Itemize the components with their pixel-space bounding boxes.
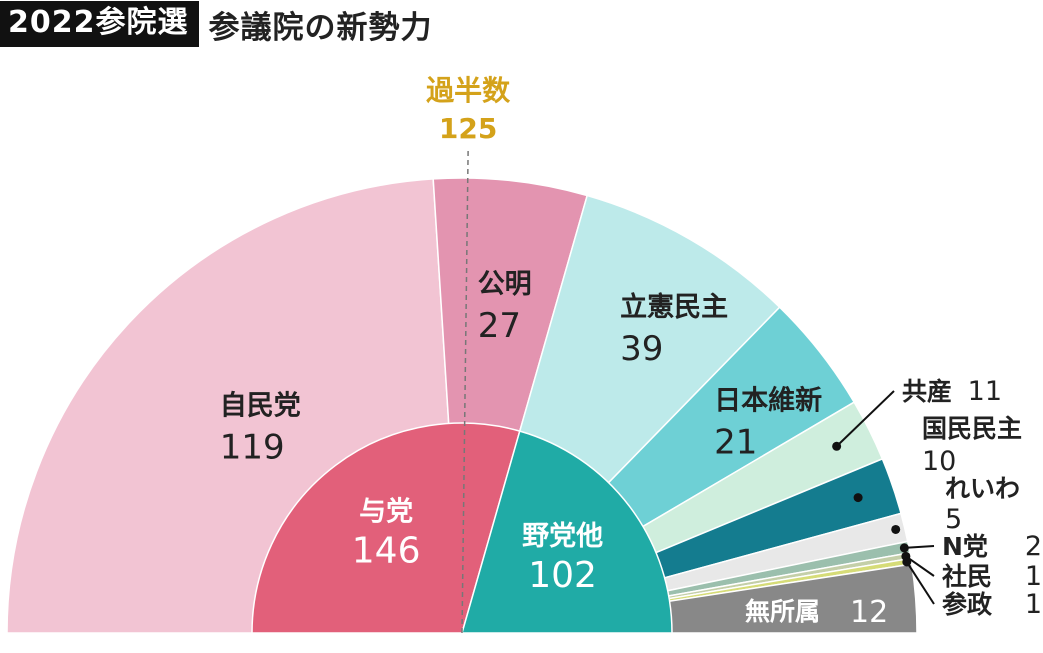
inner-value-1: 102 xyxy=(528,555,597,596)
inner-name-1: 野党他 xyxy=(522,521,603,552)
slice-value-7: 2 xyxy=(1025,531,1042,562)
slice-name-10: 無所属 xyxy=(745,597,820,626)
inner-slice-0 xyxy=(251,422,521,634)
slice-value-9: 1 xyxy=(1025,589,1042,620)
inner-value-0: 146 xyxy=(352,530,421,571)
slice-value-10: 12 xyxy=(850,595,888,630)
title-bar: 2022参院選 参議院の新勢力 xyxy=(0,0,433,48)
slice-name-1: 公明 xyxy=(478,269,532,300)
slice-dot-6 xyxy=(891,524,901,534)
majority-label: 過半数 xyxy=(426,74,511,107)
slice-name-8: 社民 xyxy=(942,562,992,591)
majority-value: 125 xyxy=(439,112,497,145)
slice-name-0: 自民党 xyxy=(220,389,301,421)
slice-name-3: 日本維新 xyxy=(714,385,822,417)
slice-name-6: れいわ xyxy=(945,474,1020,503)
slice-dot-5 xyxy=(853,493,863,503)
slice-value-2: 39 xyxy=(620,329,663,369)
slice-name-7: N党 xyxy=(942,532,988,561)
slice-value-0: 119 xyxy=(220,427,285,467)
slice-value-3: 21 xyxy=(714,423,757,463)
slice-value-4: 11 xyxy=(968,376,1002,407)
slice-leader-7 xyxy=(904,545,935,549)
slice-name-4: 共産 xyxy=(902,377,952,406)
slice-leader-9 xyxy=(905,561,935,605)
slice-value-1: 27 xyxy=(478,306,521,346)
page-title: 参議院の新勢力 xyxy=(208,9,433,46)
inner-ring xyxy=(251,422,673,634)
slice-value-5: 10 xyxy=(922,446,956,477)
slice-name-9: 参政 xyxy=(942,590,993,619)
slice-value-8: 1 xyxy=(1025,561,1042,592)
slice-value-6: 5 xyxy=(945,504,962,535)
title-tag: 2022参院選 xyxy=(0,1,199,47)
slice-name-2: 立憲民主 xyxy=(620,291,728,323)
slice-leader-4 xyxy=(835,390,895,447)
inner-slice-1 xyxy=(461,430,673,634)
majority-marker: 過半数 125 xyxy=(426,74,511,634)
inner-name-0: 与党 xyxy=(359,496,413,527)
slice-name-5: 国民民主 xyxy=(922,414,1022,443)
